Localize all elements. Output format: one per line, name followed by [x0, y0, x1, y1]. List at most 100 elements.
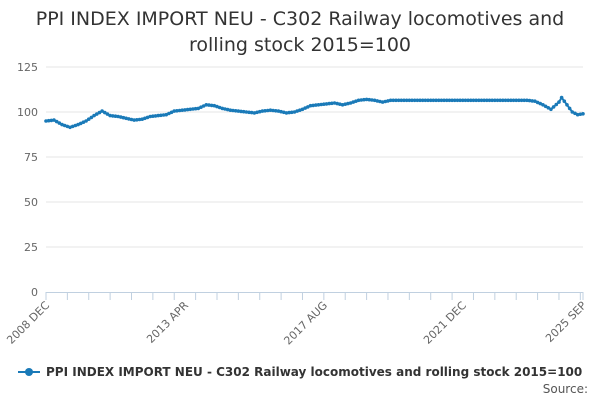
data-point[interactable] — [153, 114, 158, 118]
data-point[interactable] — [490, 98, 494, 103]
data-point[interactable] — [578, 112, 583, 117]
data-point[interactable] — [204, 103, 209, 107]
data-point[interactable] — [311, 103, 315, 108]
data-point[interactable] — [570, 110, 575, 114]
data-point[interactable] — [180, 108, 185, 112]
data-point[interactable] — [517, 98, 521, 103]
data-point[interactable] — [207, 103, 211, 107]
data-point[interactable] — [364, 97, 369, 102]
data-point[interactable] — [388, 98, 393, 103]
data-point[interactable] — [525, 98, 529, 103]
data-point[interactable] — [527, 98, 532, 103]
data-point[interactable] — [468, 98, 473, 103]
data-point[interactable] — [49, 118, 54, 123]
data-point[interactable] — [193, 106, 198, 111]
data-point[interactable] — [196, 106, 201, 111]
data-point[interactable] — [455, 98, 460, 103]
data-point[interactable] — [175, 109, 179, 113]
data-point[interactable] — [501, 98, 505, 103]
data-point[interactable] — [231, 108, 235, 113]
data-point[interactable] — [439, 98, 444, 103]
data-point[interactable] — [522, 98, 527, 103]
data-point[interactable] — [44, 119, 48, 123]
data-point[interactable] — [322, 102, 326, 106]
data-point[interactable] — [431, 98, 436, 103]
data-point[interactable] — [487, 98, 492, 103]
data-point[interactable] — [450, 98, 454, 103]
data-point[interactable] — [135, 118, 139, 122]
data-point[interactable] — [546, 106, 551, 110]
data-point[interactable] — [191, 107, 195, 111]
data-point[interactable] — [241, 109, 246, 114]
data-point[interactable] — [105, 112, 110, 116]
data-point[interactable] — [132, 118, 136, 122]
data-point[interactable] — [428, 98, 433, 103]
data-point[interactable] — [567, 106, 572, 111]
data-point[interactable] — [394, 98, 398, 103]
data-point[interactable] — [554, 102, 559, 107]
data-point[interactable] — [236, 109, 241, 113]
data-point[interactable] — [156, 113, 161, 118]
data-point[interactable] — [575, 112, 580, 117]
data-point[interactable] — [460, 98, 465, 103]
data-point[interactable] — [474, 98, 478, 103]
data-point[interactable] — [519, 98, 524, 103]
data-point[interactable] — [463, 98, 468, 103]
data-point[interactable] — [137, 117, 142, 122]
data-point[interactable] — [247, 110, 251, 115]
data-point[interactable] — [375, 99, 380, 103]
data-point[interactable] — [506, 98, 510, 103]
data-point[interactable] — [102, 110, 107, 115]
data-point[interactable] — [447, 98, 452, 103]
data-point[interactable] — [367, 97, 372, 102]
data-point[interactable] — [284, 111, 289, 115]
data-point[interactable] — [370, 98, 374, 102]
data-point[interactable] — [495, 98, 500, 103]
data-point[interactable] — [407, 98, 412, 103]
data-point[interactable] — [113, 114, 118, 118]
data-point[interactable] — [289, 110, 294, 115]
data-point[interactable] — [159, 113, 163, 118]
data-point[interactable] — [54, 119, 59, 124]
data-point[interactable] — [244, 110, 249, 114]
data-point[interactable] — [458, 98, 462, 103]
data-point[interactable] — [573, 111, 577, 116]
data-point[interactable] — [271, 108, 275, 113]
data-point[interactable] — [260, 109, 265, 113]
data-point[interactable] — [46, 118, 51, 123]
data-point[interactable] — [466, 98, 470, 103]
data-point[interactable] — [415, 98, 420, 103]
data-point[interactable] — [100, 109, 104, 113]
data-point[interactable] — [239, 109, 243, 114]
data-point[interactable] — [503, 98, 508, 103]
data-point[interactable] — [471, 98, 476, 103]
data-point[interactable] — [410, 98, 414, 103]
data-point[interactable] — [549, 107, 553, 112]
data-point[interactable] — [273, 109, 278, 113]
data-point[interactable] — [209, 103, 214, 108]
data-point[interactable] — [94, 112, 99, 116]
data-point[interactable] — [356, 98, 361, 103]
data-point[interactable] — [485, 98, 489, 103]
data-point[interactable] — [565, 103, 569, 107]
data-point[interactable] — [543, 104, 548, 109]
data-point[interactable] — [559, 95, 564, 100]
data-point[interactable] — [396, 98, 401, 103]
data-point[interactable] — [316, 103, 321, 107]
data-point[interactable] — [404, 98, 409, 103]
data-point[interactable] — [362, 97, 366, 102]
data-point[interactable] — [477, 98, 481, 103]
data-point[interactable] — [314, 103, 318, 107]
data-point[interactable] — [343, 102, 348, 106]
data-point[interactable] — [263, 109, 267, 113]
data-point[interactable] — [514, 98, 519, 103]
data-point[interactable] — [426, 98, 430, 103]
data-point[interactable] — [92, 113, 96, 118]
data-point[interactable] — [172, 109, 177, 113]
data-point[interactable] — [423, 98, 428, 103]
data-point[interactable] — [324, 102, 329, 106]
data-point[interactable] — [164, 112, 169, 117]
data-point[interactable] — [108, 113, 112, 118]
data-point[interactable] — [268, 108, 273, 112]
legend[interactable]: PPI INDEX IMPORT NEU - C302 Railway loco… — [18, 365, 582, 379]
